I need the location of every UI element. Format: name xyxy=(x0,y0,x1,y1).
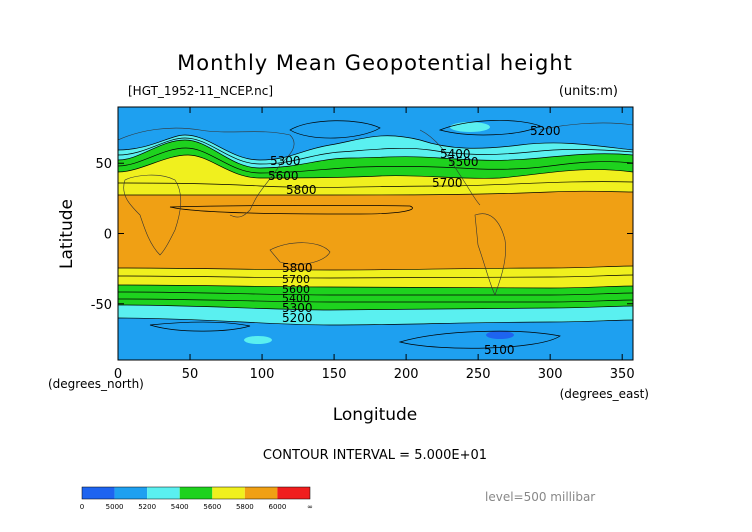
colorbar-tick-label: 5000 xyxy=(106,503,124,511)
contour-label-group: 5200 5300 5400 5500 5600 5700 5800 5800 … xyxy=(268,124,561,357)
contours-north-extra xyxy=(289,120,541,139)
colorbar-swatch xyxy=(212,487,245,499)
y-tick-label: 50 xyxy=(95,157,112,172)
y-tick-label: -50 xyxy=(91,298,112,313)
cyan-blob-south xyxy=(244,336,272,344)
contour-label: 5300 xyxy=(282,301,313,315)
x-tick-label: 150 xyxy=(322,367,347,382)
x-tick-label: 350 xyxy=(610,367,635,382)
y-unit-label: (degrees_north) xyxy=(48,377,144,391)
colorbar-tick-label: ∞ xyxy=(307,503,313,511)
colorbar: 0 5000 5200 5400 5600 5800 6000 ∞ xyxy=(80,486,313,511)
contour-label: 5100 xyxy=(484,343,515,357)
x-tick-label: 250 xyxy=(466,367,491,382)
colorbar-swatch xyxy=(82,487,115,499)
x-tick-label: 200 xyxy=(394,367,419,382)
band-5000-5200-south xyxy=(118,318,633,360)
chart-title: Monthly Mean Geopotential height xyxy=(177,51,573,75)
colorbar-tick-label: 6000 xyxy=(269,503,287,511)
contour-label: 5400 xyxy=(282,292,310,305)
colorbar-tick-label: 5800 xyxy=(236,503,254,511)
x-axis-label: Longitude xyxy=(333,405,418,425)
x-tick-label: 0 xyxy=(114,367,122,382)
units-label: (units:m) xyxy=(559,84,618,99)
contour-label: 5200 xyxy=(282,311,313,325)
contour-label: 5700 xyxy=(282,273,310,286)
low-5100-blob xyxy=(486,331,514,339)
colorbar-swatch xyxy=(277,487,310,499)
contour-label: 5400 xyxy=(440,147,471,161)
y-axis-label: Latitude xyxy=(57,199,77,269)
colorbar-swatch xyxy=(179,487,213,499)
colorbar-frame xyxy=(81,486,311,500)
colorbar-swatch xyxy=(147,487,180,499)
x-tick-label: 100 xyxy=(250,367,275,382)
colorbar-swatch xyxy=(244,487,278,499)
colorbar-tick-label: 0 xyxy=(80,503,84,511)
contours-north xyxy=(118,134,633,215)
contour-interval-text: CONTOUR INTERVAL = 5.000E+01 xyxy=(263,448,487,463)
contour-label: 5700 xyxy=(432,176,463,190)
y-tick-label: 0 xyxy=(104,228,112,243)
contour-label: 5500 xyxy=(448,155,479,169)
contour-label: 5800 xyxy=(282,261,313,275)
x-axis: 0 50 100 150 200 250 300 350 xyxy=(114,107,635,382)
contour-label: 5600 xyxy=(268,169,299,183)
colorbar-tick-label: 5400 xyxy=(171,503,189,511)
y-axis: -50 0 50 xyxy=(91,157,633,313)
coastlines xyxy=(118,122,633,296)
contours-south xyxy=(118,265,633,349)
file-label: [HGT_1952-11_NCEP.nc] xyxy=(128,84,273,98)
plot-area: 5200 5300 5400 5500 5600 5700 5800 5800 … xyxy=(118,107,633,360)
contour-label: 5300 xyxy=(270,154,301,168)
colorbar-swatch xyxy=(114,487,148,499)
contour-label: 5600 xyxy=(282,283,310,296)
cyan-blob-north xyxy=(450,122,490,132)
x-tick-label: 300 xyxy=(538,367,563,382)
colorbar-tick-label: 5200 xyxy=(138,503,156,511)
contour-label: 5800 xyxy=(286,183,317,197)
level-text: level=500 millibar xyxy=(485,490,595,504)
x-tick-label: 50 xyxy=(182,367,199,382)
colorbar-tick-label: 5600 xyxy=(203,503,221,511)
contour-label: 5200 xyxy=(530,124,561,138)
x-unit-label: (degrees_east) xyxy=(560,387,649,401)
